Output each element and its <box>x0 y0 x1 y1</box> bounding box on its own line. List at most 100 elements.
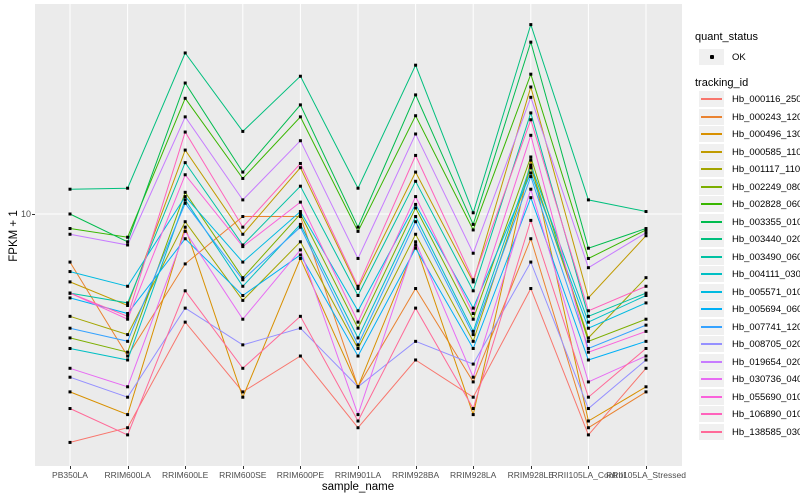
data-point-marker <box>183 229 187 233</box>
y-tick-mark <box>32 213 35 215</box>
series-line-icon <box>701 98 722 100</box>
x-tick-mark <box>415 466 417 469</box>
legend-key-box <box>699 423 724 440</box>
data-point-marker <box>68 326 72 330</box>
data-point-marker <box>644 339 648 343</box>
legend-item-label: Hb_055690_010 <box>732 391 800 403</box>
x-tick-mark <box>300 466 302 469</box>
data-point-marker <box>241 278 245 282</box>
data-point-marker <box>644 317 648 321</box>
data-point-marker <box>241 276 245 280</box>
data-point-marker <box>471 278 475 282</box>
data-point-marker <box>298 248 302 252</box>
data-point-marker <box>126 354 130 358</box>
data-point-marker <box>241 176 245 180</box>
data-point-marker <box>126 314 130 318</box>
legend-item-label: Hb_138585_030 <box>732 426 800 438</box>
series-line-icon <box>701 150 722 153</box>
data-point-marker <box>241 232 245 236</box>
data-point-marker <box>183 195 187 199</box>
data-point-marker <box>586 419 590 423</box>
data-point-marker <box>356 413 360 417</box>
legend-tracking-id-title: tracking_id <box>695 77 749 89</box>
data-point-marker <box>298 314 302 318</box>
data-point-marker <box>126 426 130 430</box>
x-tick-mark <box>127 466 129 469</box>
data-point-marker <box>298 222 302 226</box>
y-tick-label: 10 <box>20 209 31 219</box>
legend-item-label: Hb_002249_080 <box>732 181 800 193</box>
data-point-marker <box>586 395 590 399</box>
legend-item-label: Hb_001117_110 <box>732 164 800 175</box>
data-point-marker <box>126 186 130 190</box>
legend-item-label: Hb_000585_110 <box>732 146 800 158</box>
legend-item-label: Hb_008705_020 <box>732 339 800 350</box>
data-point-marker <box>414 202 418 206</box>
data-point-marker <box>298 215 302 219</box>
series-line-icon <box>701 378 722 380</box>
data-point-marker <box>183 289 187 293</box>
series-line-icon <box>701 395 722 398</box>
data-point-marker <box>298 240 302 244</box>
data-point-marker <box>644 291 648 295</box>
data-point-marker <box>644 346 648 350</box>
data-point-marker <box>586 256 590 260</box>
data-point-marker <box>126 317 130 321</box>
data-point-marker <box>586 407 590 411</box>
data-point-marker <box>586 380 590 384</box>
data-point-marker <box>356 419 360 423</box>
data-point-marker <box>471 317 475 321</box>
data-point-marker <box>414 215 418 219</box>
data-point-marker <box>529 111 533 115</box>
data-point-marker <box>586 296 590 300</box>
series-line-icon <box>701 430 722 433</box>
data-point-marker <box>529 72 533 76</box>
data-point-marker <box>471 211 475 215</box>
series-line-icon <box>701 168 722 170</box>
data-point-marker <box>414 63 418 67</box>
data-point-marker <box>241 245 245 249</box>
data-point-marker <box>298 253 302 257</box>
data-point-marker <box>644 358 648 362</box>
data-point-marker <box>298 212 302 216</box>
data-point-marker <box>68 280 72 284</box>
data-point-marker <box>644 284 648 288</box>
data-point-marker <box>241 366 245 370</box>
legend-key-box <box>699 388 724 405</box>
data-point-marker <box>586 246 590 250</box>
legend-item-label: Hb_005571_010 <box>732 286 800 298</box>
legend-key-box <box>699 196 724 212</box>
data-point-marker <box>298 354 302 358</box>
data-point-marker <box>68 346 72 350</box>
data-point-marker <box>586 346 590 350</box>
legend-item-label: Hb_002828_060 <box>732 199 800 210</box>
x-tick-mark <box>242 466 244 469</box>
data-point-marker <box>68 336 72 340</box>
series-line-icon <box>701 273 722 275</box>
data-point-marker <box>471 251 475 255</box>
data-point-marker <box>356 343 360 347</box>
legend-key-box <box>699 301 724 317</box>
data-point-marker <box>183 306 187 310</box>
data-point-marker <box>183 198 187 202</box>
data-point-marker <box>356 336 360 340</box>
legend-key-box <box>699 336 724 352</box>
data-point-marker <box>241 198 245 202</box>
data-point-marker <box>241 215 245 219</box>
data-point-marker <box>471 329 475 333</box>
x-tick-label: RRIM600SE <box>219 470 267 480</box>
x-tick-mark <box>646 466 647 469</box>
legend-key-box <box>699 231 724 247</box>
legend-key-box <box>699 283 724 300</box>
data-point-marker <box>414 358 418 362</box>
data-point-marker <box>414 287 418 291</box>
x-tick-mark <box>530 466 532 469</box>
series-line-icon <box>701 413 722 415</box>
data-point-marker <box>241 129 245 133</box>
data-point-marker <box>586 266 590 270</box>
data-point-marker <box>471 395 475 399</box>
x-tick-label: RRII105LA_Control <box>551 470 626 480</box>
data-point-marker <box>529 196 533 200</box>
legend-item-label: Hb_106890_010 <box>732 409 800 420</box>
